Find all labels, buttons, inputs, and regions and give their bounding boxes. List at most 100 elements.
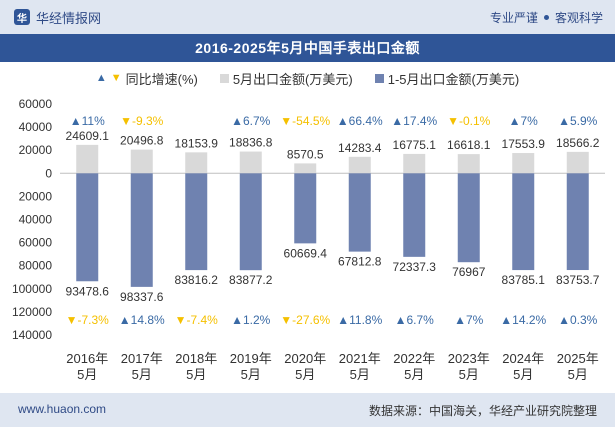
bar-may bbox=[294, 163, 317, 174]
bar-may bbox=[76, 144, 99, 174]
x-tick-label: 2022年 bbox=[393, 351, 435, 366]
bar-cumulative bbox=[185, 173, 208, 271]
dot-icon bbox=[543, 15, 549, 20]
bar-may bbox=[239, 151, 262, 174]
legend-may-label: 5月出口金额(万美元) bbox=[232, 71, 353, 87]
data-label-cumulative: 72337.3 bbox=[393, 260, 437, 274]
legend-may-swatch bbox=[219, 73, 229, 83]
data-label-may: 18153.9 bbox=[175, 136, 219, 150]
x-tick-label: 5月 bbox=[568, 367, 588, 382]
growth-label-cumulative: ▲14.2% bbox=[500, 313, 546, 327]
bar-cumulative bbox=[457, 173, 480, 263]
header-bar: 华 华经情报网 专业严谨 客观科学 bbox=[0, 0, 615, 34]
bar-cumulative bbox=[130, 173, 153, 287]
y-tick-label: 60000 bbox=[19, 236, 53, 250]
x-tick-label: 2016年 bbox=[66, 351, 108, 366]
legend-growth: ▲ ▼ 同比增速(%) bbox=[96, 69, 198, 88]
data-label-cumulative: 67812.8 bbox=[338, 255, 382, 269]
bar-chart: 60000 40000 20000 0 20000 40000 60000 80000 1000… bbox=[12, 97, 605, 382]
bar-may bbox=[457, 154, 480, 174]
growth-label-may: ▲17.4% bbox=[391, 114, 437, 128]
footer-bar: www.huaon.com 数据来源：中国海关，华经产业研究院整理 bbox=[0, 393, 615, 427]
x-tick-label: 5月 bbox=[404, 367, 424, 382]
data-label-cumulative: 83753.7 bbox=[556, 273, 600, 287]
y-tick-label: 140000 bbox=[12, 328, 52, 342]
bar-cumulative bbox=[512, 173, 535, 271]
growth-label-cumulative: ▼-7.3% bbox=[66, 313, 110, 327]
chart-title: 2016-2025年5月中国手表出口金额 bbox=[0, 34, 615, 62]
bar-cumulative bbox=[294, 173, 317, 244]
triangle-down-icon: ▼ bbox=[110, 72, 122, 84]
data-label-may: 17553.9 bbox=[502, 137, 546, 151]
growth-label-may: ▲7% bbox=[509, 114, 539, 128]
x-tick-label: 5月 bbox=[459, 367, 479, 382]
bar-cumulative bbox=[348, 173, 371, 252]
y-tick-label: 0 bbox=[45, 166, 52, 180]
growth-label-may: ▲66.4% bbox=[337, 114, 383, 128]
x-tick-label: 5月 bbox=[132, 367, 152, 382]
footer-source: 数据来源：中国海关，华经产业研究院整理 bbox=[368, 404, 597, 418]
y-tick-label: 80000 bbox=[19, 259, 53, 273]
x-tick-label: 5月 bbox=[186, 367, 206, 382]
x-tick-label: 5月 bbox=[241, 367, 261, 382]
data-label-cumulative: 60669.4 bbox=[284, 246, 328, 260]
x-tick-label: 5月 bbox=[513, 367, 533, 382]
tag-left: 专业严谨 bbox=[489, 11, 538, 25]
footer-website[interactable]: www.huaon.com bbox=[18, 402, 107, 416]
legend-cum-label: 1-5月出口金额(万美元) bbox=[387, 71, 520, 87]
y-tick-label: 120000 bbox=[12, 305, 52, 319]
triangle-up-icon: ▲ bbox=[95, 72, 107, 84]
x-tick-label: 2021年 bbox=[339, 351, 381, 366]
data-label-cumulative: 83785.1 bbox=[502, 273, 546, 287]
bar-may bbox=[403, 153, 426, 174]
x-tick-label: 2017年 bbox=[121, 351, 163, 366]
growth-label-cumulative: ▼-27.6% bbox=[280, 313, 330, 327]
data-label-may: 8570.5 bbox=[287, 147, 324, 161]
x-tick-label: 5月 bbox=[77, 367, 97, 382]
growth-label-cumulative: ▲14.8% bbox=[119, 313, 165, 327]
x-tick-label: 2020年 bbox=[284, 351, 326, 366]
brand[interactable]: 华 华经情报网 bbox=[14, 7, 101, 27]
tagline: 专业严谨 客观科学 bbox=[490, 9, 603, 26]
data-label-cumulative: 83816.2 bbox=[175, 273, 219, 287]
y-tick-label: 40000 bbox=[19, 213, 53, 227]
growth-label-cumulative: ▲7% bbox=[454, 313, 484, 327]
bar-may bbox=[348, 156, 371, 174]
x-tick-label: 2024年 bbox=[502, 351, 544, 366]
data-label-may: 16618.1 bbox=[447, 138, 491, 152]
y-tick-label: 20000 bbox=[19, 143, 53, 157]
bar-may bbox=[130, 149, 153, 174]
y-tick-label: 40000 bbox=[19, 120, 53, 134]
brand-logo-icon: 华 bbox=[14, 9, 30, 25]
x-tick-label: 2018年 bbox=[175, 351, 217, 366]
growth-label-cumulative: ▲1.2% bbox=[231, 313, 271, 327]
growth-label-may: ▲6.7% bbox=[231, 114, 271, 128]
data-label-may: 14283.4 bbox=[338, 141, 382, 155]
y-tick-label: 100000 bbox=[12, 282, 52, 296]
growth-label-may: ▼-9.3% bbox=[120, 114, 164, 128]
growth-label-may: ▼-54.5% bbox=[280, 114, 330, 128]
bar-may bbox=[566, 151, 589, 174]
legend-cum-swatch bbox=[374, 73, 384, 83]
y-tick-label: 20000 bbox=[19, 189, 53, 203]
bar-cumulative bbox=[239, 173, 262, 271]
data-label-cumulative: 83877.2 bbox=[229, 273, 273, 287]
data-label-may: 16775.1 bbox=[393, 138, 437, 152]
x-tick-label: 2023年 bbox=[448, 351, 490, 366]
data-label-cumulative: 76967 bbox=[452, 265, 486, 279]
x-tick-label: 5月 bbox=[295, 367, 315, 382]
growth-label-cumulative: ▲11.8% bbox=[337, 313, 382, 327]
data-label-may: 18566.2 bbox=[556, 136, 600, 150]
growth-label-may: ▲11% bbox=[70, 114, 105, 128]
data-label-may: 24609.1 bbox=[66, 129, 110, 143]
growth-label-may: ▼-0.1% bbox=[447, 114, 491, 128]
y-tick-label: 60000 bbox=[19, 97, 53, 111]
bar-cumulative bbox=[566, 173, 589, 271]
x-tick-label: 2019年 bbox=[230, 351, 272, 366]
growth-label-cumulative: ▼-7.4% bbox=[175, 313, 219, 327]
growth-label-may: ▲5.9% bbox=[558, 114, 598, 128]
tag-right: 客观科学 bbox=[554, 11, 603, 25]
x-tick-label: 2025年 bbox=[557, 351, 599, 366]
brand-name: 华经情报网 bbox=[36, 10, 102, 26]
growth-label-cumulative: ▲6.7% bbox=[395, 313, 435, 327]
